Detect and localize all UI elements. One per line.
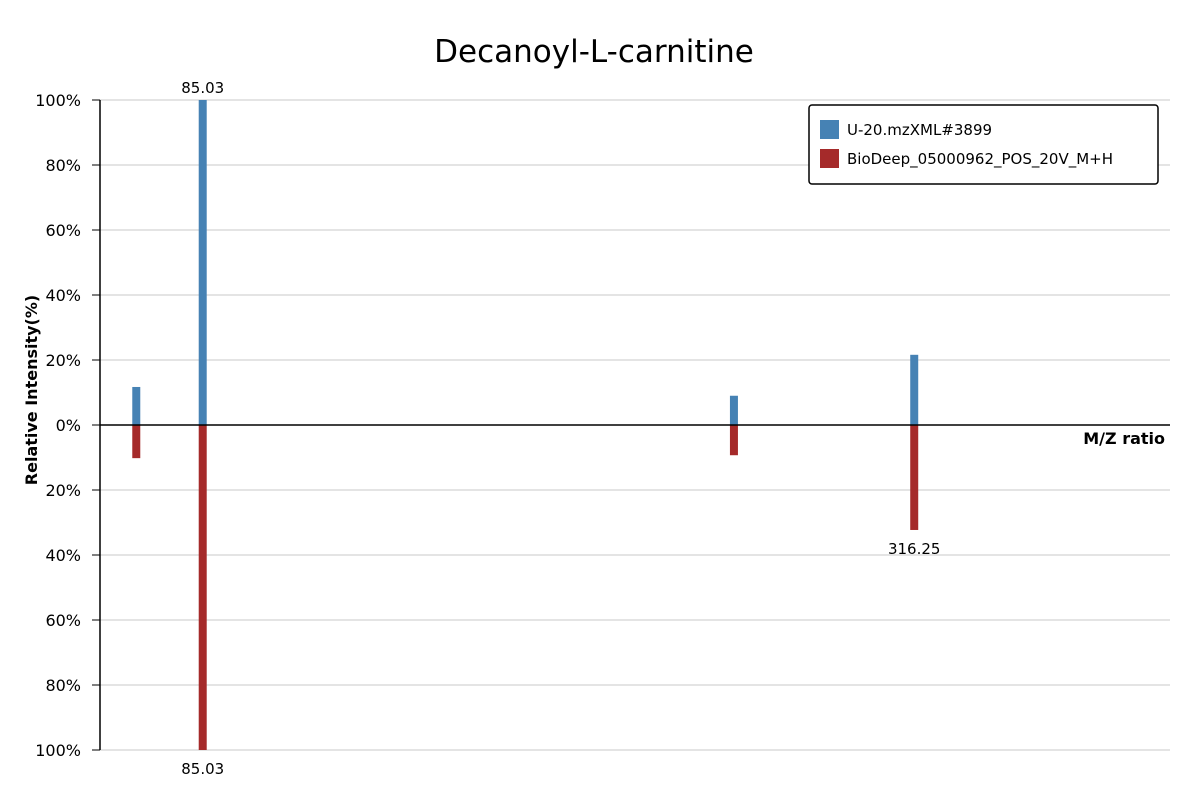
peak-bar — [729, 395, 738, 425]
peak-bars — [132, 100, 919, 750]
axes — [92, 99, 1170, 751]
legend-label: U-20.mzXML#3899 — [847, 121, 992, 139]
y-tick-label: 0% — [56, 416, 81, 435]
y-tick-label: 60% — [45, 221, 81, 240]
peak-bar — [198, 100, 207, 425]
legend-box — [808, 104, 1159, 185]
y-tick-label: 80% — [45, 156, 81, 175]
y-tick-label: 40% — [45, 286, 81, 305]
y-tick-label: 100% — [35, 91, 81, 110]
chart-title: Decanoyl-L-carnitine — [434, 34, 754, 70]
x-axis-label: M/Z ratio — [1083, 429, 1165, 448]
y-tick-label: 100% — [35, 741, 81, 760]
peak-label: 85.03 — [181, 79, 224, 97]
peak-bar — [198, 425, 207, 750]
legend-swatch — [820, 120, 839, 139]
y-tick-labels: 100% 80% 60% 40% 20% 0% 20% 40% 60% 80% 100% — [35, 91, 81, 760]
peak-bar — [910, 425, 919, 530]
legend: U-20.mzXML#3899 BioDeep_05000962_POS_20V_… — [808, 104, 1159, 185]
y-tick-label: 20% — [45, 481, 81, 500]
peak-bar — [132, 425, 141, 459]
peak-bar — [132, 386, 141, 425]
y-axis-label: Relative Intensity(%) — [22, 295, 41, 485]
legend-swatch — [820, 149, 839, 168]
peak-labels: 85.03 85.03 316.25 — [181, 79, 940, 778]
legend-label: BioDeep_05000962_POS_20V_M+H — [847, 150, 1113, 169]
peak-bar — [729, 425, 738, 456]
peak-label: 85.03 — [181, 760, 224, 778]
peak-label: 316.25 — [888, 540, 941, 558]
y-tick-label: 40% — [45, 546, 81, 565]
grid-lines — [100, 99, 1170, 751]
y-tick-label: 60% — [45, 611, 81, 630]
peak-bar — [910, 354, 919, 425]
y-tick-label: 80% — [45, 676, 81, 695]
y-tick-label: 20% — [45, 351, 81, 370]
